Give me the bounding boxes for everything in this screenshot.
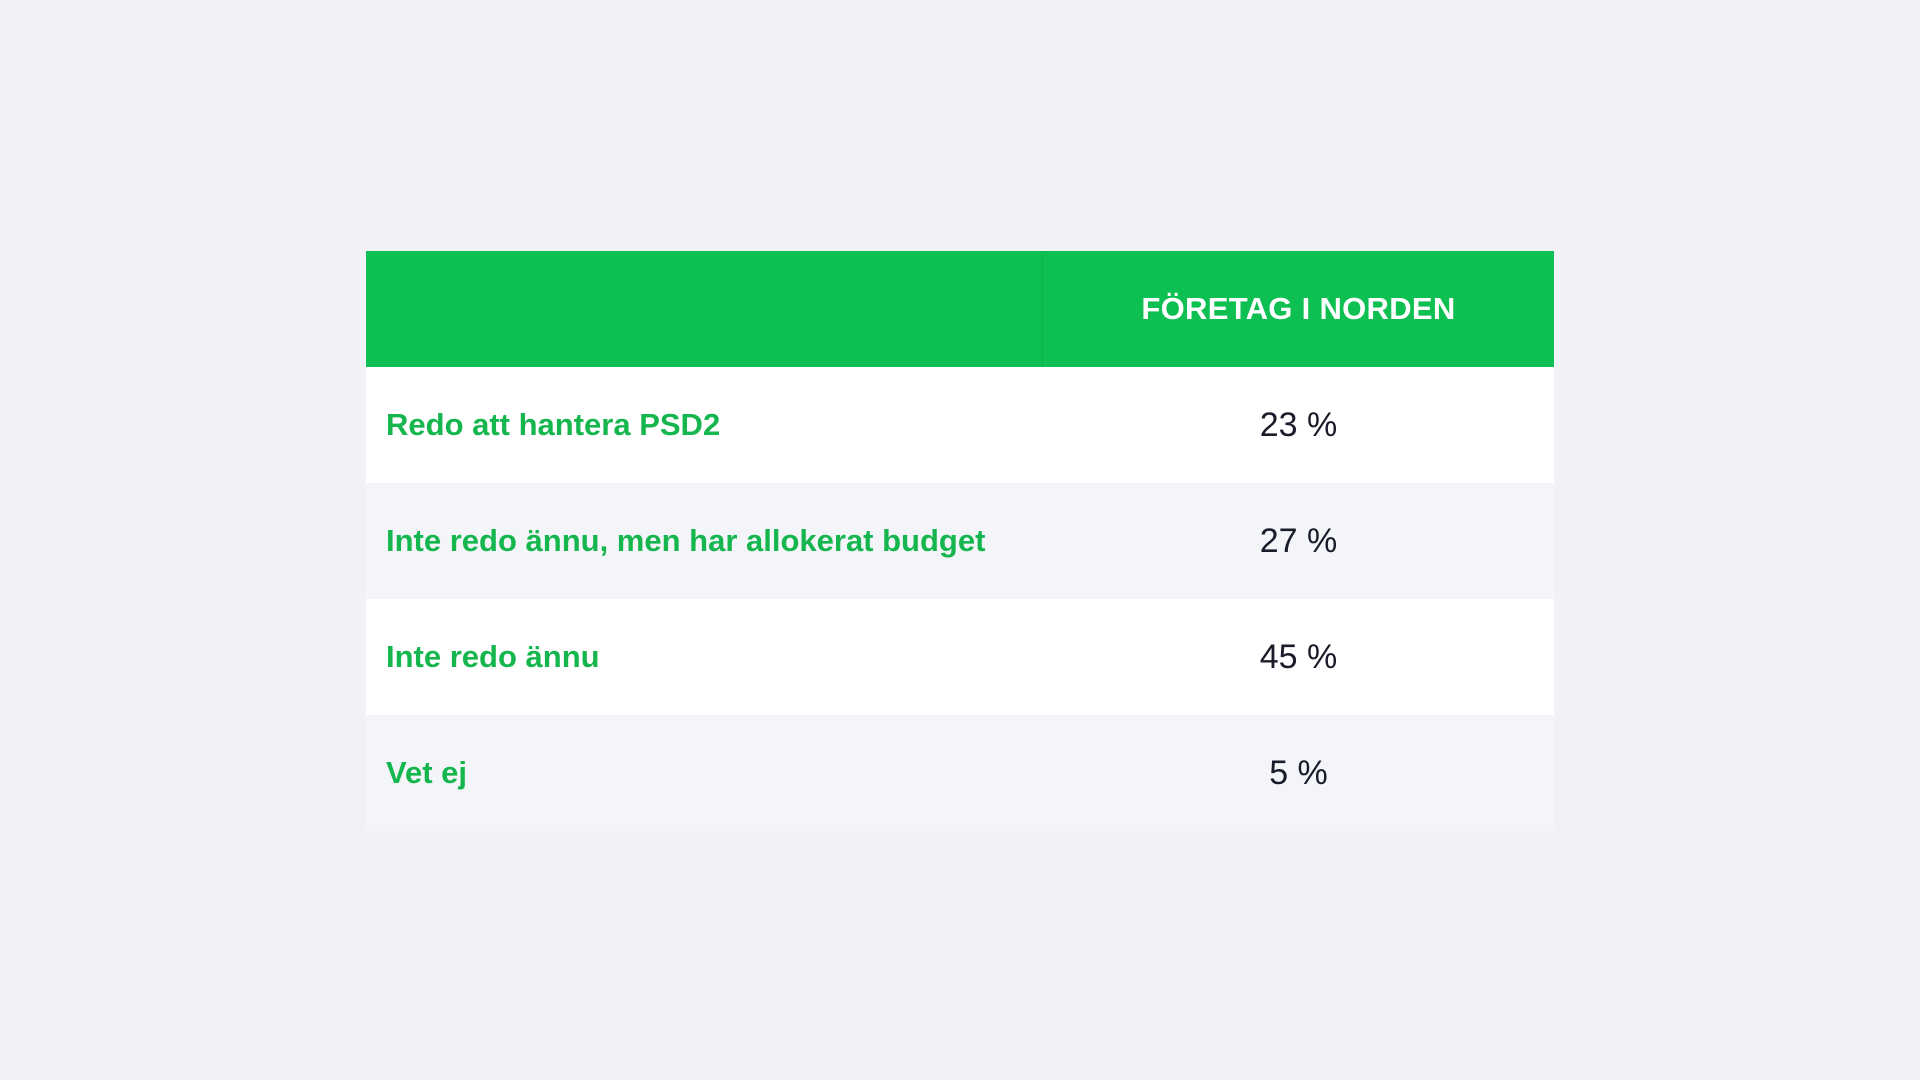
table-row: Inte redo ännu, men har allokerat budget… [366,483,1554,599]
table-header-row: FÖRETAG I NORDEN [366,251,1554,367]
row-label: Inte redo ännu [386,639,600,674]
row-value: 27 % [1259,521,1338,560]
table-row: Inte redo ännu 45 % [366,599,1554,715]
row-label: Redo att hantera PSD2 [386,407,721,442]
table-row: Redo att hantera PSD2 23 % [366,367,1554,483]
table-row: Vet ej 5 % [366,715,1554,831]
row-value: 5 % [1269,753,1328,792]
header-column-title: FÖRETAG I NORDEN [1141,291,1456,326]
row-value: 23 % [1259,405,1338,444]
row-label: Vet ej [386,755,467,790]
row-label: Inte redo ännu, men har allokerat budget [386,523,986,558]
header-empty-cell [366,251,1043,367]
row-value: 45 % [1259,637,1338,676]
psd2-readiness-table: FÖRETAG I NORDEN Redo att hantera PSD2 2… [366,251,1554,831]
